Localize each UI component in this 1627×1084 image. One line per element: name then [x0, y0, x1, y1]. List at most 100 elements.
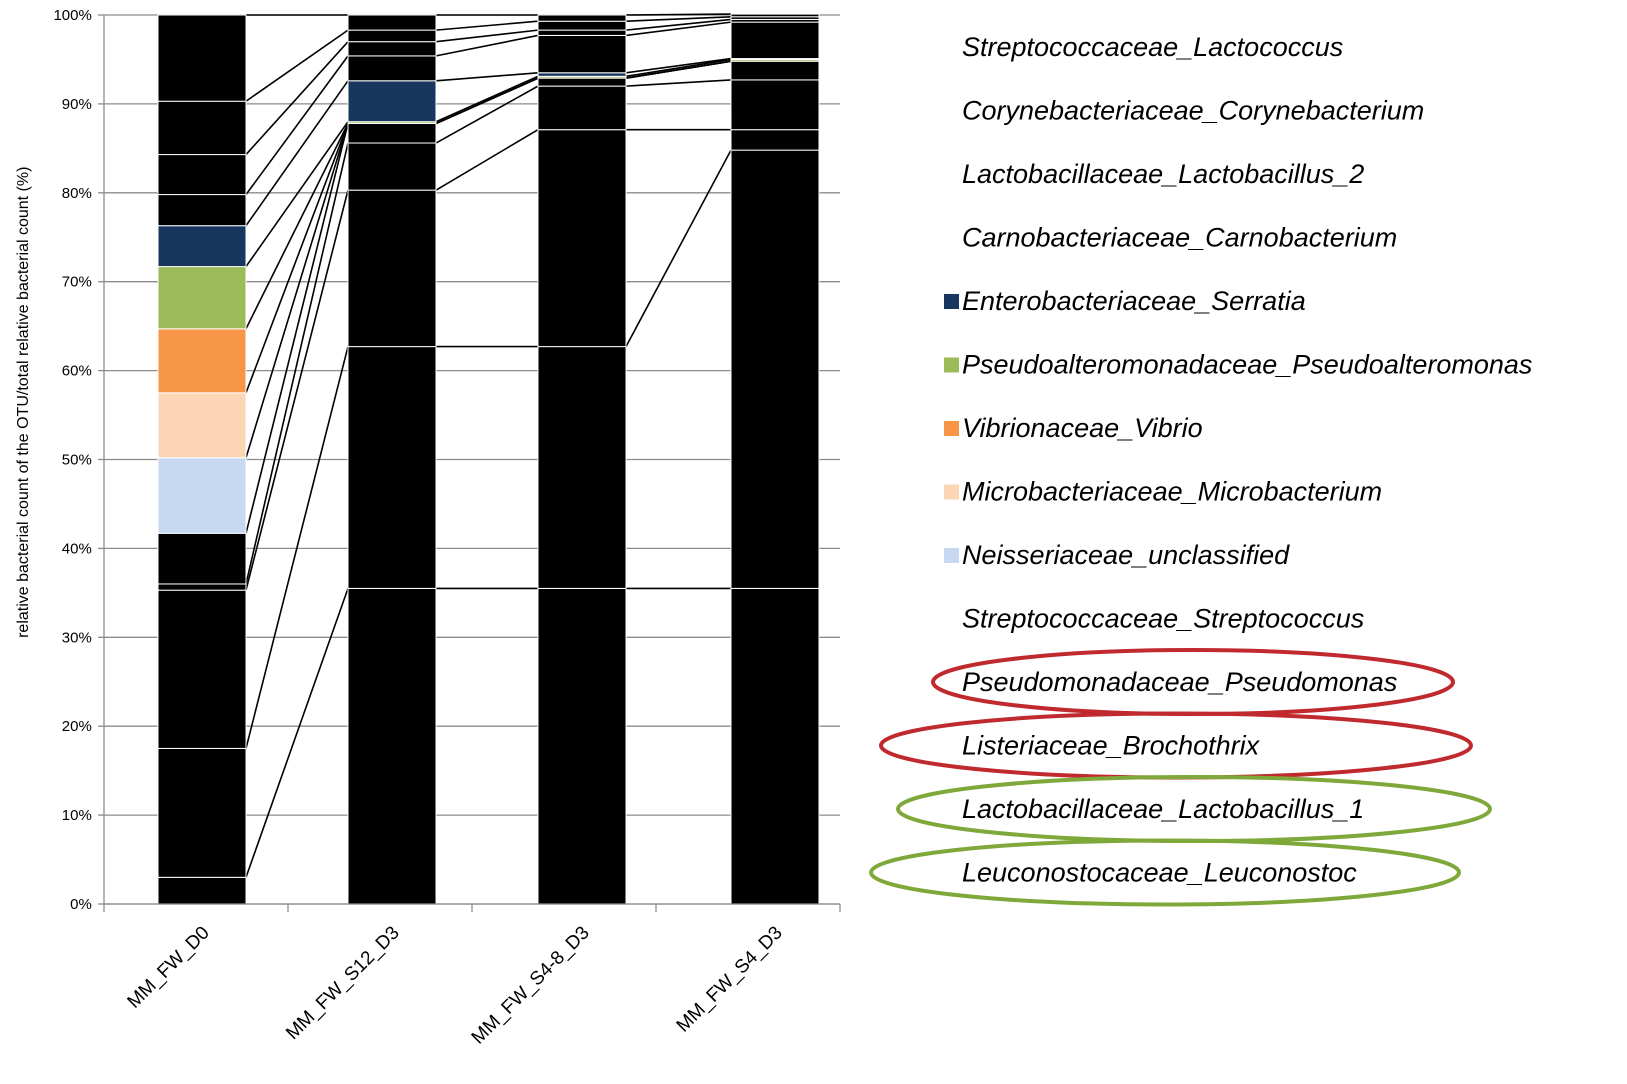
- y-tick-label: 50%: [62, 452, 96, 469]
- series-connector: [245, 588, 349, 878]
- legend-highlight-ellipse: [869, 838, 1461, 907]
- y-tick-label: 70%: [62, 274, 96, 291]
- series-connector: [435, 128, 539, 191]
- legend-label: Lactobacillaceae_Lactobacillus_1: [962, 794, 1364, 824]
- bar-segment: [157, 583, 247, 591]
- series-connector: [245, 189, 349, 591]
- bar-segment: [347, 587, 437, 905]
- series-connector: [245, 41, 349, 156]
- bar-segment: [157, 392, 247, 459]
- legend-label: Lactobacillaceae_Lactobacillus_2: [962, 159, 1364, 189]
- y-tick-label: 10%: [62, 807, 96, 824]
- y-tick-label: 100%: [53, 7, 96, 24]
- series-connector: [625, 13, 732, 16]
- y-tick-label: 80%: [62, 185, 96, 202]
- bar-segment: [537, 346, 627, 589]
- series-connector: [625, 149, 732, 347]
- bar-segment: [347, 80, 437, 123]
- series-connector: [625, 60, 732, 79]
- series-connector: [625, 21, 732, 37]
- bar-segment: [347, 122, 437, 144]
- series-connector: [435, 29, 539, 43]
- bars: [157, 13, 820, 905]
- y-tick-label: 20%: [62, 718, 96, 735]
- bar-segment: [347, 189, 437, 348]
- legend-label: Enterobacteriaceae_Serratia: [962, 286, 1306, 316]
- bar-segment: [730, 60, 820, 81]
- y-tick-label: 90%: [62, 96, 96, 113]
- bar-segment: [537, 20, 627, 31]
- legend-label: Pseudomonadaceae_Pseudomonas: [962, 667, 1397, 697]
- legend-label: Neisseriaceae_unclassified: [962, 540, 1290, 570]
- series-connector: [245, 123, 349, 330]
- bar-segment: [347, 142, 437, 191]
- bar-segment: [157, 154, 247, 196]
- y-axis-title: relative bacterial count of the OTU/tota…: [15, 162, 32, 638]
- legend-label: Vibrionaceae_Vibrio: [962, 413, 1203, 443]
- legend-swatch: [944, 357, 959, 373]
- bar-segment: [730, 21, 820, 60]
- bar-segment: [537, 85, 627, 131]
- series-connector: [625, 15, 732, 23]
- bar-segment: [537, 29, 627, 36]
- series-connector: [245, 121, 349, 268]
- bar-segment: [347, 346, 437, 589]
- series-connector: [245, 55, 349, 196]
- bar-segment: [157, 194, 247, 227]
- series-connector: [245, 29, 349, 102]
- bar-segment: [157, 457, 247, 534]
- series-connector: [625, 18, 732, 31]
- legend-swatch: [944, 421, 959, 436]
- series-connector: [625, 58, 732, 78]
- series-connector: [625, 79, 732, 87]
- bar-segment: [347, 29, 437, 43]
- connector-lines: [245, 13, 732, 878]
- series-connector: [435, 34, 539, 57]
- series-connector: [245, 123, 349, 534]
- legend-label: Leuconostocaceae_Leuconostoc: [962, 858, 1357, 888]
- bar-segment: [347, 41, 437, 57]
- bar-segment: [537, 587, 627, 905]
- series-connector: [435, 71, 539, 82]
- bar-segment: [537, 34, 627, 74]
- series-connector: [435, 77, 539, 125]
- series-connector: [245, 123, 349, 394]
- series-connector: [245, 123, 349, 458]
- legend: Streptococcaceae_Lactococcus Corynebacter…: [869, 32, 1532, 907]
- series-connector: [435, 85, 539, 144]
- legend-swatch: [944, 548, 959, 563]
- y-tick-label: 60%: [62, 363, 96, 380]
- bar-segment: [157, 747, 247, 878]
- legend-label: Corynebacteriaceae_Corynebacterium: [962, 96, 1424, 126]
- legend-swatch: [944, 294, 959, 309]
- bar-segment: [730, 13, 820, 18]
- bar-segment: [537, 129, 627, 348]
- bar-segment: [730, 79, 820, 131]
- y-tick-label: 0%: [70, 896, 96, 913]
- x-category-label: MM_FW_S4_D3: [673, 919, 791, 1037]
- legend-label: Pseudoalteromonadaceae_Pseudoalteromonas: [962, 350, 1532, 380]
- legend-label: Streptococcaceae_Lactococcus: [962, 32, 1343, 62]
- bar-segment: [157, 328, 247, 394]
- bar-segment: [347, 55, 437, 82]
- bar-segment: [537, 77, 627, 87]
- series-connector: [435, 75, 539, 123]
- legend-label: Streptococcaceae_Streptococcus: [962, 604, 1364, 634]
- series-connector: [245, 346, 349, 749]
- series-connector: [245, 142, 349, 585]
- bar-segment: [730, 129, 820, 151]
- bar-segment: [157, 100, 247, 156]
- bar-segment: [730, 587, 820, 905]
- legend-swatch: [944, 484, 959, 500]
- bar-segment: [157, 225, 247, 268]
- bar-segment: [157, 876, 247, 905]
- x-category-label: MM_FW_S12_D3: [282, 919, 407, 1044]
- bar-segment: [157, 532, 247, 585]
- bar-segment: [730, 149, 820, 589]
- y-tick-label: 30%: [62, 629, 96, 646]
- bar-segment: [347, 14, 437, 31]
- bar-segment: [157, 266, 247, 330]
- legend-label: Microbacteriaceae_Microbacterium: [962, 477, 1382, 507]
